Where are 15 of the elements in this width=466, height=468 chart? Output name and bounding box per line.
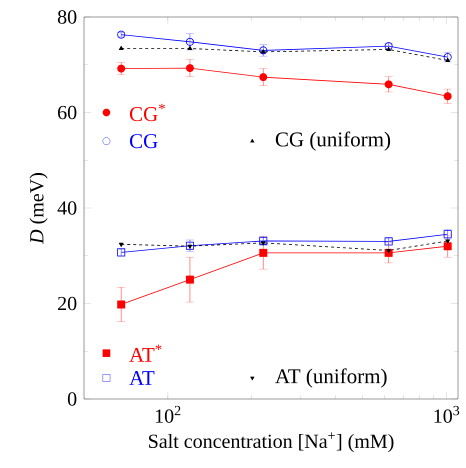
- y-axis-title: D (meV): [29, 173, 48, 244]
- legend-label: AT$^{*}$: [129, 344, 162, 362]
- y-tick-label: 60: [58, 106, 76, 120]
- legend-label: AT (uniform): [275, 368, 387, 388]
- legend-label: CG: [130, 134, 158, 148]
- legend-label: AT: [129, 371, 154, 385]
- y-tick-label: 80: [58, 10, 76, 24]
- x-axis-title: Salt concentration [Na$^{+}$] (mM): [149, 432, 394, 452]
- x-tick-label: 10$^{3}$: [434, 406, 460, 423]
- y-tick-label: 0: [68, 392, 76, 406]
- legend-label: CG$^{*}$: [130, 104, 165, 122]
- legend-label: CG (uniform): [276, 132, 390, 151]
- y-tick-label: 20: [58, 296, 76, 310]
- y-tick-label: 40: [58, 201, 76, 215]
- x-tick-label: 10$^{2}$: [156, 406, 180, 423]
